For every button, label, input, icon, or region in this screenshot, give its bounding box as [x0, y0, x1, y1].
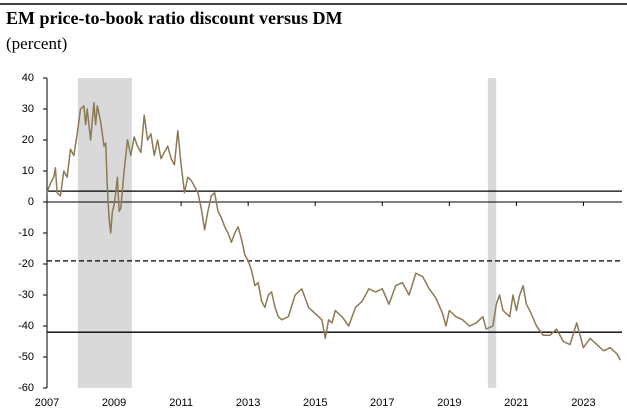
shaded-region — [487, 78, 497, 388]
y-tick-label: 20 — [22, 134, 34, 146]
y-tick-label: -40 — [18, 320, 34, 332]
y-tick-label: 0 — [28, 196, 34, 208]
y-tick-label: 30 — [22, 103, 34, 115]
x-tick-label: 2013 — [236, 397, 260, 409]
x-tick-label: 2015 — [303, 397, 327, 409]
y-tick-label: 10 — [22, 165, 34, 177]
x-tick-label: 2023 — [571, 397, 595, 409]
chart-title: EM price-to-book ratio discount versus D… — [6, 8, 342, 28]
x-tick-label: 2017 — [370, 397, 394, 409]
y-tick-label: -50 — [18, 351, 34, 363]
y-tick-label: -30 — [18, 289, 34, 301]
y-tick-label: -60 — [18, 382, 34, 394]
y-tick-label: 40 — [22, 72, 34, 84]
y-tick-label: -10 — [18, 227, 34, 239]
x-tick-label: 2009 — [102, 397, 126, 409]
shaded-region — [77, 78, 132, 388]
x-tick-label: 2021 — [504, 397, 528, 409]
x-tick-label: 2019 — [437, 397, 461, 409]
chart-subtitle: (percent) — [6, 34, 67, 53]
y-tick-label: -20 — [18, 258, 34, 270]
x-tick-label: 2007 — [35, 397, 59, 409]
data-line — [46, 102, 621, 361]
x-tick-label: 2011 — [169, 397, 193, 409]
